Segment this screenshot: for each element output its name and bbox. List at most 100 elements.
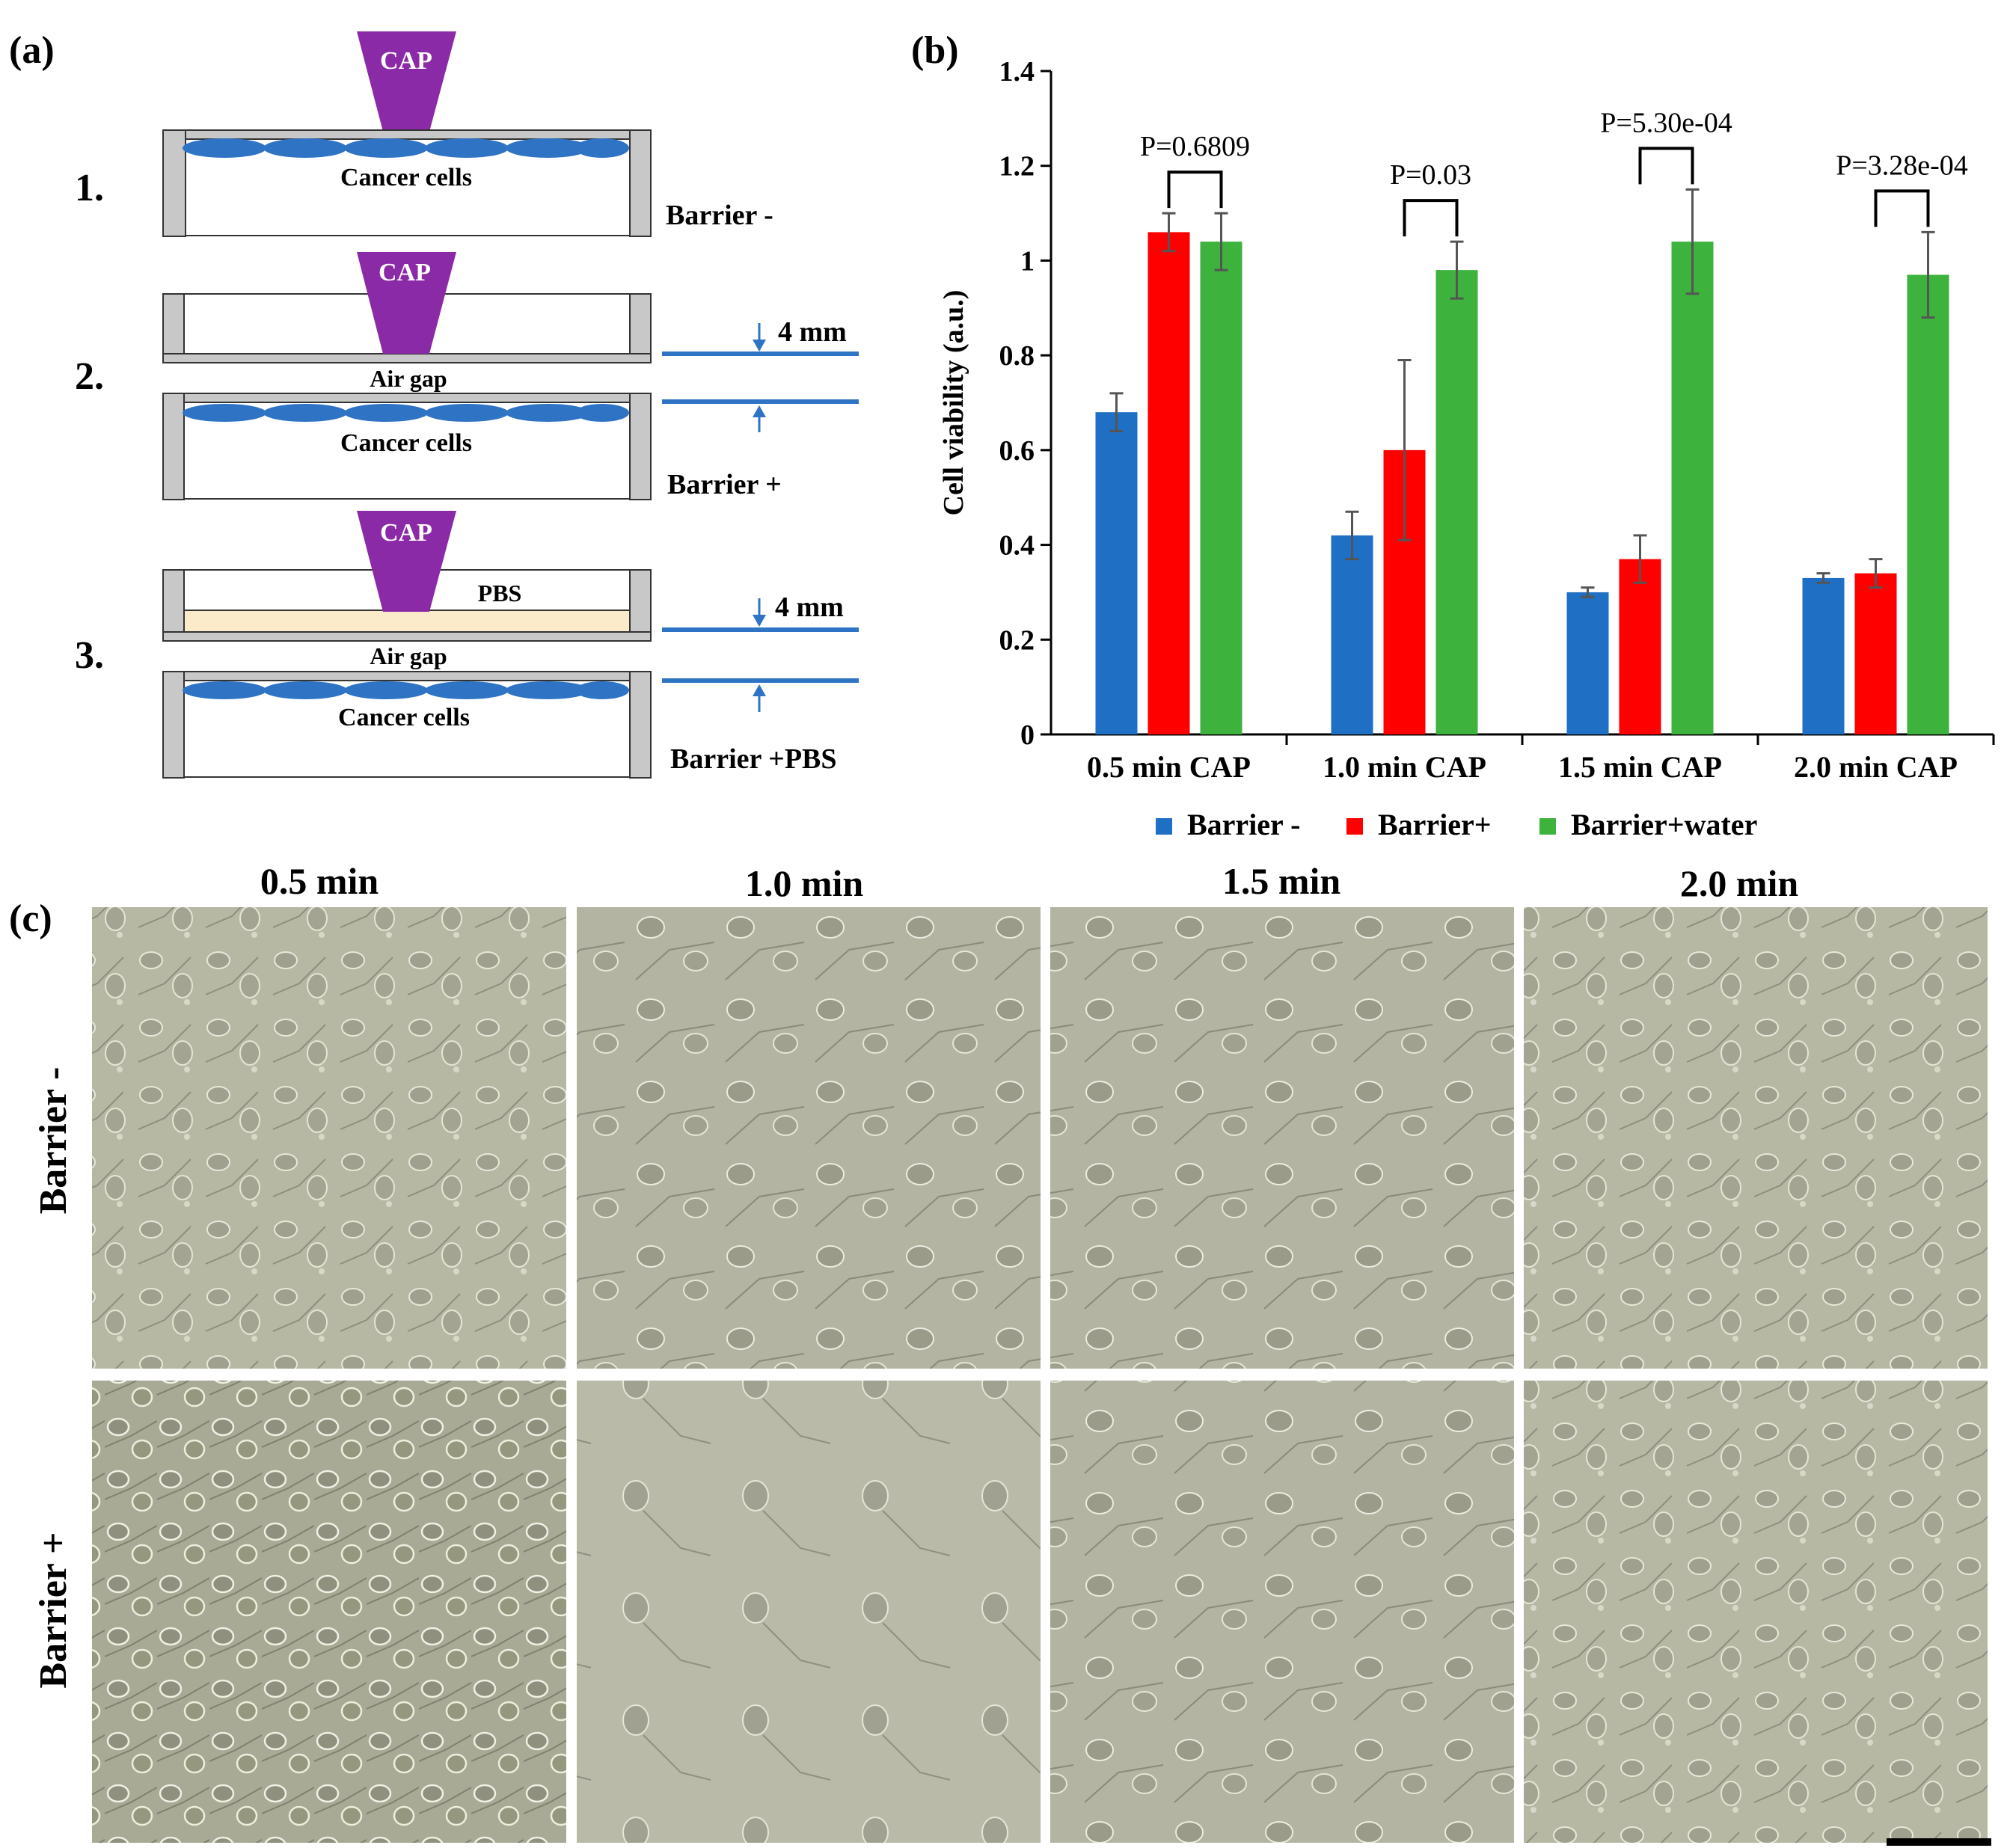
bar <box>1907 274 1949 735</box>
y-tick-label: 1.2 <box>999 151 1035 182</box>
column-header: 2.0 min <box>1680 862 1799 904</box>
p-value-label: P=0.6809 <box>1140 131 1250 162</box>
x-tick-label: 1.5 min CAP <box>1558 750 1722 784</box>
p-value-label: P=5.30e-04 <box>1600 107 1732 138</box>
step-1: CAP Cancer cells 1. Barrier - <box>75 31 773 237</box>
panel-label-a: (a) <box>9 29 55 72</box>
chart-bars <box>1095 188 1949 735</box>
condition-label: Barrier + <box>667 469 782 500</box>
bar <box>1854 573 1897 734</box>
significance-bracket <box>1167 171 1223 209</box>
legend-swatch <box>1346 818 1363 835</box>
cap-nozzle <box>357 511 456 612</box>
legend-label: Barrier - <box>1187 808 1300 841</box>
dish-wall <box>162 569 185 642</box>
micrograph-barrier-minus-0.5min <box>92 907 566 1369</box>
step-number: 2. <box>75 355 104 398</box>
arrow-down-icon <box>753 340 766 352</box>
p-value-label: P=0.03 <box>1390 159 1471 191</box>
x-tick-label: 0.5 min CAP <box>1087 750 1251 784</box>
bar <box>1566 592 1609 734</box>
bar <box>1435 270 1478 735</box>
legend-label: Barrier+ <box>1378 808 1492 841</box>
chart-axes: 0 0.2 0.4 0.6 0.8 1 1.2 1.4 0.5 min CAP 1.0 min C… <box>999 56 1995 784</box>
micrograph-barrier-plus-1.5min <box>1050 1381 1514 1843</box>
y-tick-label: 0.4 <box>999 530 1035 562</box>
distance-label: 4 mm <box>775 592 844 623</box>
column-header: 0.5 min <box>260 860 379 902</box>
p-value-label: P=3.28e-04 <box>1836 150 1968 181</box>
cell-layer <box>183 681 629 699</box>
scale-bar <box>1887 1838 1991 1846</box>
viability-bar-chart: Cell viability (a.u.) 0 0.2 0.4 0.6 0.8 1 1.2 1… <box>938 56 1995 841</box>
significance-bracket <box>1638 147 1694 185</box>
y-tick-label: 0.8 <box>999 340 1035 372</box>
significance-bracket <box>1874 189 1930 227</box>
step-number: 1. <box>75 167 104 209</box>
chart-annotations: P=0.6809 P=0.03 P=5.30e-04 P=3.28e-04 <box>1140 107 1968 237</box>
y-tick-label: 1 <box>1020 245 1035 277</box>
cap-label: CAP <box>380 519 432 547</box>
x-tick-label: 2.0 min CAP <box>1794 750 1958 784</box>
legend-swatch <box>1539 818 1556 835</box>
y-tick-label: 0.6 <box>999 435 1035 467</box>
step-number: 3. <box>75 634 104 677</box>
dish-wall <box>162 129 186 237</box>
cap-label: CAP <box>380 47 432 75</box>
dish-wall <box>162 293 185 363</box>
dish-wall <box>629 671 652 779</box>
bar <box>1095 412 1138 734</box>
y-tick-label: 1.4 <box>999 56 1035 88</box>
micrograph-barrier-plus-2.0min <box>1524 1381 1988 1843</box>
dish-wall <box>629 129 652 237</box>
legend-label: Barrier+water <box>1571 808 1757 841</box>
bar <box>1331 535 1373 734</box>
condition-label: Barrier +PBS <box>670 743 837 775</box>
dish-wall <box>162 129 652 140</box>
condition-label: Barrier - <box>666 200 773 231</box>
micrograph-barrier-plus-0.5min <box>92 1381 566 1843</box>
cell-layer <box>183 404 629 422</box>
dish-wall <box>629 569 652 642</box>
dish-wall <box>162 671 652 681</box>
bar <box>1200 242 1242 735</box>
dish-wall <box>162 671 185 779</box>
micrograph-grid: 0.5 min 1.0 min 1.5 min 2.0 min Barrier … <box>32 860 1991 1846</box>
dish-wall <box>629 393 652 500</box>
cells-label: Cancer cells <box>340 164 472 191</box>
y-tick-label: 0 <box>1020 719 1035 751</box>
micrograph-barrier-plus-1.0min <box>577 1381 1041 1843</box>
cells-label: Cancer cells <box>340 429 472 457</box>
significance-bracket <box>1403 199 1459 237</box>
row-header: Barrier + <box>32 1532 75 1688</box>
step-2: CAP Air gap Cancer cells 2. Barrier + 4 … <box>75 252 859 500</box>
chart-legend: Barrier - Barrier+ Barrier+water <box>1156 808 1757 841</box>
air-gap-label: Air gap <box>370 642 447 669</box>
arrow-up-icon <box>753 405 766 417</box>
distance-label: 4 mm <box>778 316 847 348</box>
dish-base <box>162 631 652 642</box>
air-gap-label: Air gap <box>370 365 447 392</box>
panel-label-b: (b) <box>911 29 959 72</box>
cap-label: CAP <box>379 259 431 286</box>
micrograph-barrier-minus-2.0min <box>1524 907 1988 1369</box>
arrow-up-icon <box>753 684 766 696</box>
column-header: 1.5 min <box>1222 860 1341 902</box>
dish-base <box>162 353 652 363</box>
step-3: CAP PBS Air gap Cancer cells 3. Barrier … <box>75 511 859 779</box>
dish-wall <box>162 393 652 403</box>
cells-label: Cancer cells <box>338 704 470 731</box>
dish-wall <box>629 293 652 363</box>
pbs-label: PBS <box>478 580 522 607</box>
pbs-layer <box>183 610 631 633</box>
y-axis-label: Cell viability (a.u.) <box>938 290 969 516</box>
cell-layer <box>183 138 629 158</box>
row-header: Barrier - <box>32 1067 75 1215</box>
bar <box>1671 242 1714 735</box>
arrow-down-icon <box>753 615 766 627</box>
bar <box>1802 577 1845 734</box>
micrograph-barrier-minus-1.5min <box>1050 907 1514 1369</box>
y-tick-label: 0.2 <box>999 624 1035 656</box>
dish-wall <box>162 393 185 500</box>
